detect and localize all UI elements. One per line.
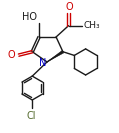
Text: HO: HO bbox=[22, 12, 37, 22]
Text: O: O bbox=[7, 50, 15, 60]
Text: N: N bbox=[39, 57, 46, 68]
Text: O: O bbox=[65, 2, 73, 12]
Text: CH₃: CH₃ bbox=[84, 21, 101, 30]
Polygon shape bbox=[47, 51, 64, 62]
Text: Cl: Cl bbox=[27, 111, 36, 121]
